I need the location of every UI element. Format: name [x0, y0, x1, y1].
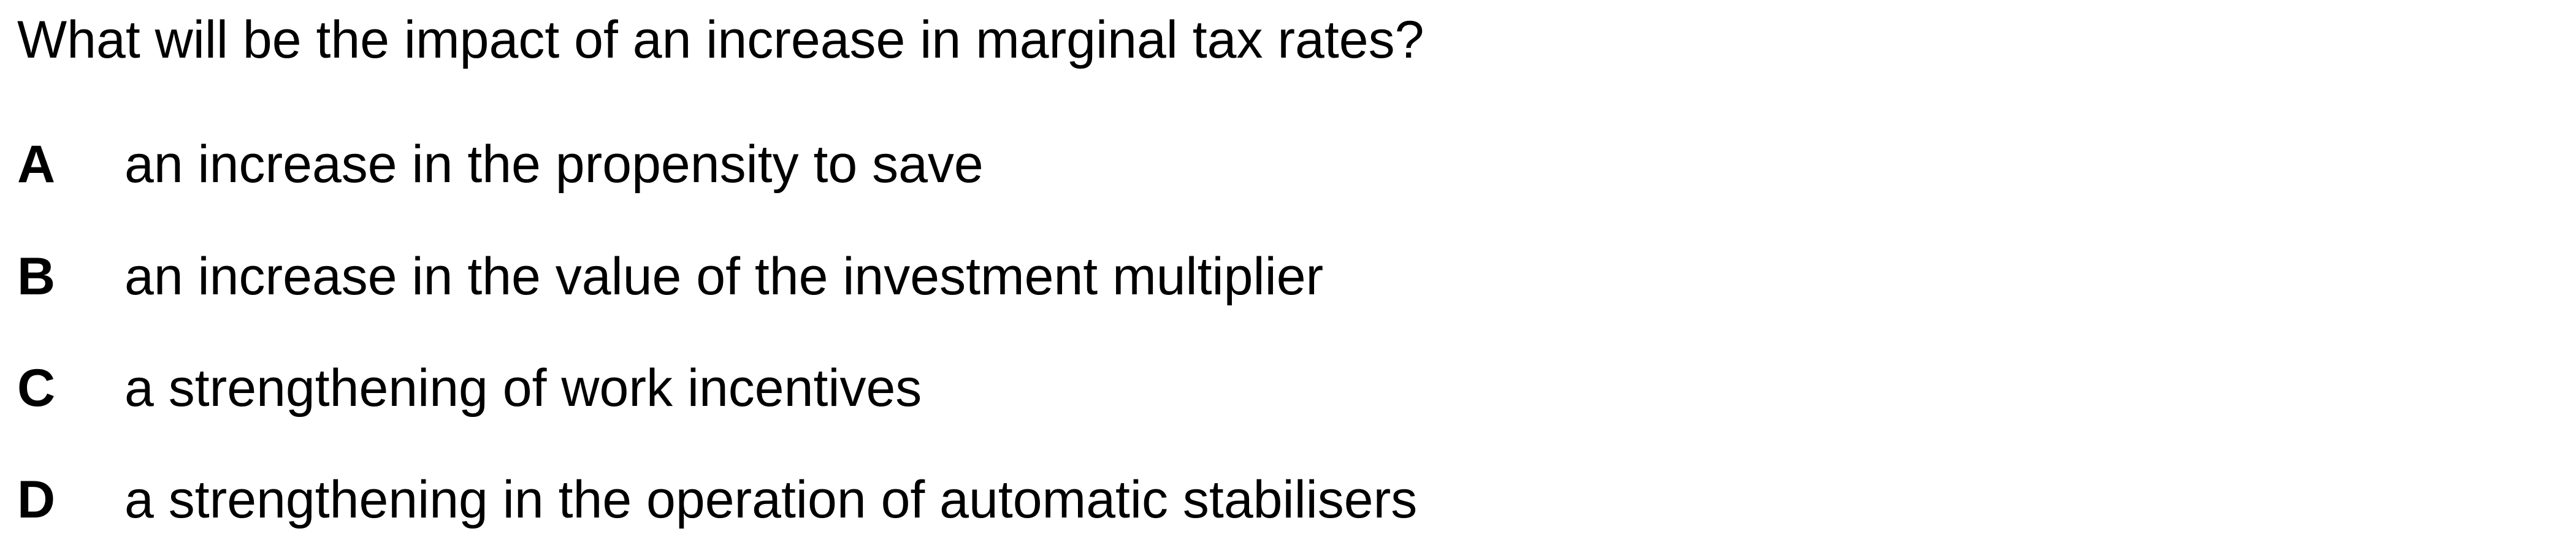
option-letter: B	[17, 247, 56, 306]
option-letter: D	[17, 470, 56, 529]
option-text: a strengthening of work incentives	[124, 359, 922, 418]
option-letter: C	[17, 359, 56, 418]
option-text: an increase in the propensity to save	[124, 135, 984, 194]
question-text: What will be the impact of an increase i…	[17, 10, 1424, 69]
option-text: a strengthening in the operation of auto…	[124, 470, 1418, 529]
option-text: an increase in the value of the investme…	[124, 247, 1324, 306]
option-letter: A	[17, 135, 56, 194]
